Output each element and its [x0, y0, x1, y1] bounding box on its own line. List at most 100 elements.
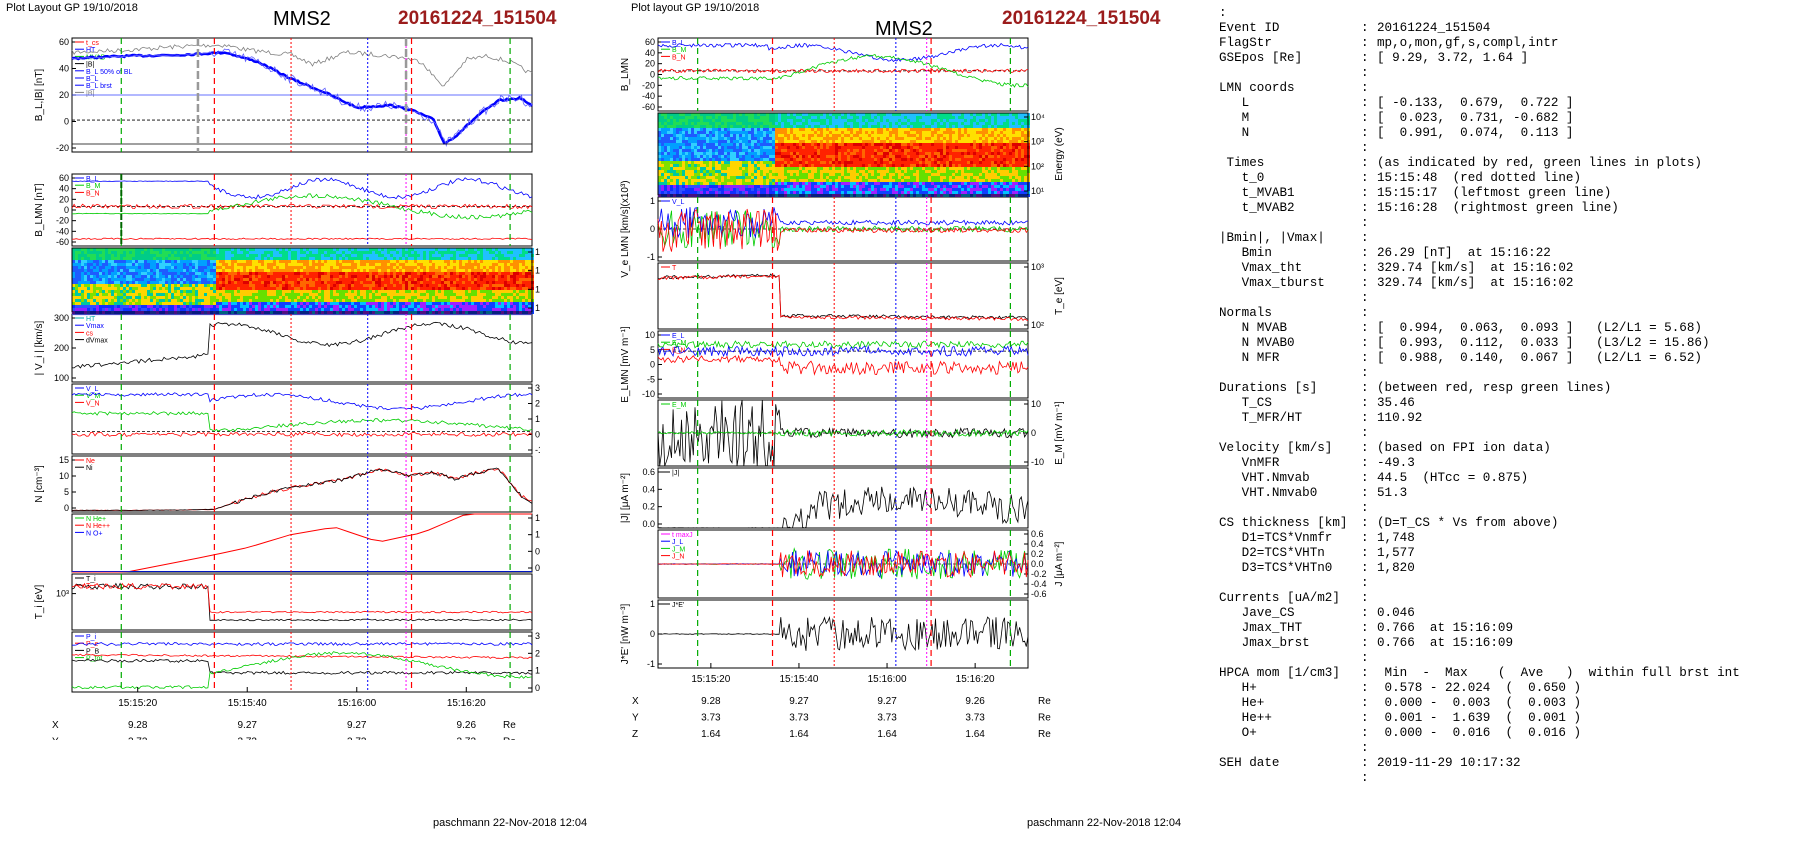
spectrogram-cell — [273, 296, 276, 299]
spectrogram-cell — [213, 290, 216, 293]
spectrogram-cell — [760, 146, 763, 149]
spectrogram-cell — [399, 293, 402, 296]
spectrogram-cell — [697, 128, 700, 131]
spectrogram-cell — [300, 308, 303, 311]
spectrogram-cell — [417, 269, 420, 272]
spectrogram-cell — [198, 299, 201, 302]
spectrogram-cell — [306, 305, 309, 308]
spectrogram-cell — [691, 176, 694, 179]
spectrogram-cell — [408, 305, 411, 308]
spectrogram-cell — [489, 254, 492, 257]
spectrogram-cell — [213, 287, 216, 290]
spectrogram-cell — [375, 281, 378, 284]
spectrogram-cell — [291, 269, 294, 272]
spectrogram-cell — [429, 260, 432, 263]
spectrogram-cell — [357, 293, 360, 296]
spectrogram-cell — [144, 290, 147, 293]
spectrogram-cell — [168, 263, 171, 266]
spectrogram-cell — [375, 287, 378, 290]
spectrogram-cell — [225, 299, 228, 302]
spectrogram-cell — [315, 296, 318, 299]
spectrogram-cell — [688, 134, 691, 137]
spectrogram-cell — [489, 272, 492, 275]
spectrogram-cell — [72, 272, 75, 275]
spectrogram-cell — [787, 182, 790, 185]
spectrogram-cell — [775, 164, 778, 167]
spectrogram-cell — [745, 113, 748, 116]
spectrogram-cell — [390, 308, 393, 311]
spectrogram-cell — [204, 287, 207, 290]
spectrogram-cell — [676, 137, 679, 140]
spectrogram-cell — [453, 260, 456, 263]
spectrogram-cell — [453, 257, 456, 260]
spectrogram-cell — [291, 293, 294, 296]
spectrogram-cell — [165, 290, 168, 293]
spectrogram-cell — [93, 254, 96, 257]
spectrogram-cell — [189, 272, 192, 275]
spectrogram-cell — [688, 188, 691, 191]
spectrogram-cell — [348, 254, 351, 257]
spectrogram-cell — [351, 305, 354, 308]
spectrogram-cell — [706, 185, 709, 188]
spectrogram-cell — [685, 170, 688, 173]
spectrogram-cell — [453, 281, 456, 284]
spectrogram-cell — [661, 170, 664, 173]
spectrogram-cell — [363, 266, 366, 269]
spectrogram-cell — [252, 281, 255, 284]
spectrogram-cell — [381, 278, 384, 281]
spectrogram-cell — [93, 284, 96, 287]
spectrogram-cell — [165, 293, 168, 296]
spectrogram-cell — [459, 248, 462, 251]
spectrogram-cell — [507, 278, 510, 281]
spectrogram-cell — [183, 281, 186, 284]
spectrogram-cell — [273, 257, 276, 260]
spectrogram-cell — [477, 263, 480, 266]
spectrogram-cell — [447, 308, 450, 311]
spectrogram-cell — [108, 287, 111, 290]
spectrogram-cell — [456, 299, 459, 302]
spectrogram-cell — [114, 296, 117, 299]
spectrogram-cell — [781, 131, 784, 134]
spectrogram-cell — [417, 305, 420, 308]
spectrogram-cell — [525, 269, 528, 272]
spectrogram-cell — [156, 260, 159, 263]
spectrogram-cell — [664, 158, 667, 161]
spectrogram-cell — [327, 305, 330, 308]
spectrogram-cell — [138, 290, 141, 293]
spectrogram-cell — [778, 146, 781, 149]
spectrogram-cell — [288, 263, 291, 266]
spectrogram-cell — [177, 296, 180, 299]
spectrogram-cell — [357, 251, 360, 254]
spectrogram-cell — [252, 269, 255, 272]
spectrogram-cell — [516, 281, 519, 284]
spectrogram-cell — [117, 275, 120, 278]
spectrogram-cell — [688, 149, 691, 152]
spectrogram-cell — [664, 152, 667, 155]
spectrogram-cell — [273, 308, 276, 311]
spectrogram-cell — [84, 284, 87, 287]
spectrogram-cell — [159, 278, 162, 281]
spectrogram-cell — [201, 269, 204, 272]
spectrogram-cell — [96, 293, 99, 296]
spectrogram-cell — [480, 263, 483, 266]
spectrogram-cell — [117, 287, 120, 290]
spectrogram-cell — [321, 284, 324, 287]
spectrogram-cell — [150, 287, 153, 290]
spectrogram-cell — [369, 308, 372, 311]
spectrogram-cell — [432, 290, 435, 293]
spectrogram-cell — [291, 257, 294, 260]
spectrogram-cell — [721, 134, 724, 137]
spectrogram-cell — [384, 284, 387, 287]
spectrogram-cell — [468, 275, 471, 278]
spectrogram-cell — [444, 308, 447, 311]
spectrogram-cell — [670, 134, 673, 137]
spectrogram-cell — [504, 248, 507, 251]
spectrogram-cell — [345, 284, 348, 287]
spectrogram-cell — [99, 260, 102, 263]
legend-entry: B_L 50% of BL — [86, 69, 133, 76]
spectrogram-cell — [769, 164, 772, 167]
y-tick-label: 10³ — [535, 266, 540, 276]
spectrogram-cell — [498, 254, 501, 257]
spectrogram-cell — [447, 299, 450, 302]
spectrogram-cell — [102, 296, 105, 299]
